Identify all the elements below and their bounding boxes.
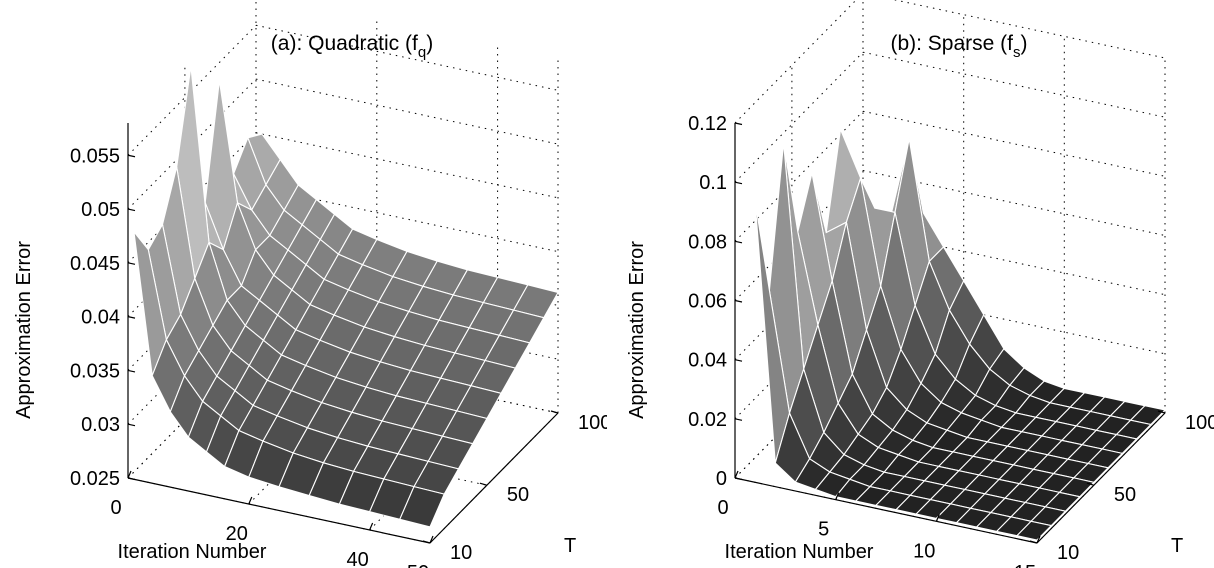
x-tick-label: 5 bbox=[818, 519, 829, 541]
z-tick-label: 0.05 bbox=[81, 199, 120, 221]
chart-panel-b: 0 0.02 0.04 0.06 0.08 0.1 0.12 0 5 10 15 10 50 100 (b… bbox=[607, 0, 1214, 568]
x-tick bbox=[835, 492, 840, 500]
z-axis-label: Approximation Error bbox=[626, 241, 648, 419]
chart-title: (a): Quadratic (fq) bbox=[271, 32, 433, 61]
chart-panel-a: 0.025 0.03 0.035 0.04 0.045 0.05 0.055 0 20 40 50 1… bbox=[13, 0, 607, 568]
gridline bbox=[862, 51, 1166, 118]
z-tick-label: 0.12 bbox=[688, 113, 727, 135]
z-tick-label: 0 bbox=[716, 468, 727, 490]
x-tick-label: 10 bbox=[913, 540, 935, 562]
x-axis-label: Iteration Number bbox=[725, 541, 874, 563]
axes-layer: 0 0.02 0.04 0.06 0.08 0.1 0.12 0 5 10 15 10 50 100 bbox=[688, 113, 1214, 568]
y-axis-label: T bbox=[1171, 535, 1183, 557]
z-tick-label: 0.04 bbox=[81, 307, 120, 329]
gridline bbox=[255, 78, 559, 145]
z-tick bbox=[734, 122, 743, 126]
z-tick-label: 0.03 bbox=[81, 414, 120, 436]
y-tick-label: 100 bbox=[578, 412, 607, 434]
y-tick-label: 50 bbox=[507, 484, 529, 506]
y-tick bbox=[1086, 482, 1095, 486]
x-tick-label: 0 bbox=[110, 497, 121, 519]
z-tick bbox=[127, 154, 136, 158]
z-tick-label: 0.1 bbox=[699, 172, 727, 194]
y-axis-label: T bbox=[564, 535, 576, 557]
x-tick bbox=[734, 470, 739, 479]
x-tick-label: 0 bbox=[717, 497, 728, 519]
z-tick-label: 0.04 bbox=[688, 350, 727, 372]
surface-patch bbox=[1015, 520, 1053, 541]
y-tick bbox=[422, 540, 431, 544]
z-tick bbox=[734, 477, 743, 481]
y-tick-label: 10 bbox=[1057, 542, 1079, 564]
chart-title: (b): Sparse (fs) bbox=[890, 32, 1027, 61]
y-tick bbox=[550, 410, 559, 414]
x-tick bbox=[429, 535, 434, 544]
x-tick-label: 50 bbox=[407, 562, 429, 568]
surface-layer bbox=[133, 66, 559, 528]
z-tick-label: 0.02 bbox=[688, 409, 727, 431]
z-tick bbox=[734, 359, 743, 362]
z-tick-label: 0.06 bbox=[688, 291, 727, 313]
x-tick-label: 15 bbox=[1014, 562, 1036, 568]
y-tick bbox=[1157, 410, 1166, 414]
gridline bbox=[734, 51, 864, 183]
z-tick bbox=[127, 477, 136, 481]
x-tick bbox=[127, 470, 132, 479]
x-tick bbox=[369, 522, 374, 531]
x-tick-label: 40 bbox=[346, 549, 368, 568]
x-axis-line bbox=[734, 477, 1038, 544]
y-axis-line bbox=[1036, 412, 1166, 544]
z-axis-label: Approximation Error bbox=[13, 241, 35, 419]
z-tick bbox=[734, 299, 743, 303]
x-tick bbox=[1036, 535, 1041, 544]
z-tick bbox=[127, 423, 136, 427]
x-axis-label: Iteration Number bbox=[118, 541, 267, 563]
y-tick-label: 50 bbox=[1114, 484, 1136, 506]
z-tick bbox=[127, 316, 136, 319]
surface-plot-a: 0.025 0.03 0.035 0.04 0.045 0.05 0.055 0 20 40 50 1… bbox=[13, 0, 607, 568]
axes-layer: 0.025 0.03 0.035 0.04 0.045 0.05 0.055 0 20 40 50 1… bbox=[70, 123, 607, 568]
z-tick-label: 0.055 bbox=[70, 145, 120, 167]
x-tick bbox=[935, 514, 940, 522]
y-tick bbox=[1029, 540, 1038, 544]
z-tick bbox=[127, 369, 136, 373]
y-tick-label: 100 bbox=[1185, 412, 1214, 434]
z-tick bbox=[734, 181, 743, 185]
z-tick-label: 0.025 bbox=[70, 468, 120, 490]
y-tick-label: 10 bbox=[450, 542, 472, 564]
z-tick-label: 0.035 bbox=[70, 360, 120, 382]
surface-patch bbox=[399, 485, 445, 528]
z-tick-label: 0.08 bbox=[688, 231, 727, 253]
x-axis-line bbox=[127, 477, 431, 544]
y-axis-line bbox=[429, 412, 559, 544]
x-tick bbox=[248, 496, 253, 505]
z-tick bbox=[734, 240, 743, 244]
surface-plot-b: 0 0.02 0.04 0.06 0.08 0.1 0.12 0 5 10 15 10 50 100 (b… bbox=[626, 0, 1214, 568]
z-tick-label: 0.045 bbox=[70, 253, 120, 275]
z-tick bbox=[127, 262, 136, 265]
surface-layer bbox=[754, 127, 1167, 541]
x-tick-label: 20 bbox=[226, 523, 248, 545]
gridline bbox=[734, 0, 857, 124]
z-tick bbox=[127, 208, 136, 212]
y-tick bbox=[479, 482, 488, 486]
z-tick bbox=[734, 418, 743, 421]
gridline bbox=[734, 110, 864, 242]
